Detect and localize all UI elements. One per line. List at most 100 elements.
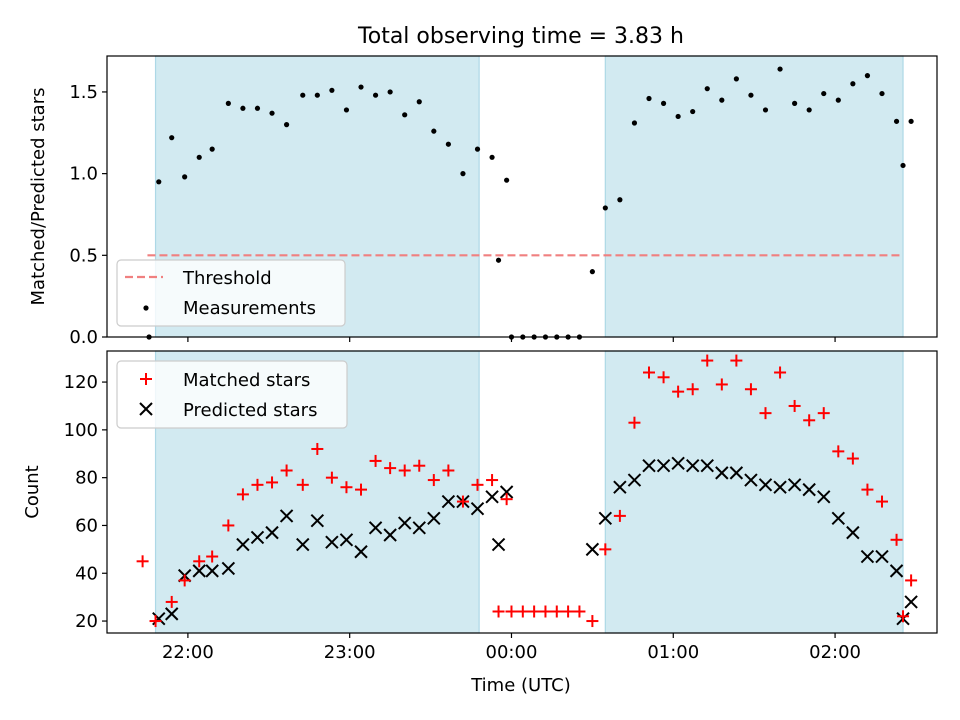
x-stroke [671, 456, 685, 471]
matched-stars-point [686, 383, 699, 396]
y-tick-label: 20 [75, 611, 98, 632]
x-stroke [491, 537, 506, 552]
matched-stars-point [672, 385, 685, 398]
measurement-point [900, 162, 906, 169]
x-stroke [656, 459, 671, 473]
measurement-point [372, 92, 379, 98]
measurement-point [182, 174, 188, 180]
measurement-point [675, 113, 681, 120]
matched-stars-point [562, 605, 575, 618]
x-stroke [325, 535, 339, 549]
predicted-stars-point [310, 513, 325, 528]
x-stroke [339, 533, 354, 547]
top-legend-box [116, 259, 346, 327]
y-tick-label: 1.0 [69, 164, 98, 185]
x-stroke [165, 607, 179, 621]
matched-stars-point [643, 366, 656, 379]
legend-measurements-swatch [143, 305, 149, 311]
bottom-x-ticks: 22:00 23:00 00:00 01:00 02:00 [162, 633, 861, 663]
predicted-stars-point [491, 537, 506, 552]
measurement-point [806, 107, 812, 113]
top-panel: 0.0 0.5 1.0 1.5 Matched/Predicted stars Thr… [28, 55, 938, 348]
shaded-interval [604, 350, 904, 634]
measurement-point [196, 154, 202, 160]
predicted-stars-point [205, 564, 219, 578]
x-stroke [368, 521, 383, 535]
y-tick-label: 0.0 [69, 327, 98, 348]
measurement-point [254, 105, 261, 111]
measurement-point [402, 112, 408, 118]
matched-stars-point [897, 610, 910, 623]
legend-x-marker [139, 402, 153, 416]
x-stroke [700, 459, 714, 473]
predicted-stars-point [758, 478, 773, 492]
measurement-point [209, 146, 215, 152]
predicted-stars-point [671, 456, 685, 471]
matched-stars-point [505, 605, 518, 618]
measurement-point [602, 205, 608, 211]
predicted-stars-point [236, 537, 250, 552]
matched-stars-point [875, 495, 888, 508]
matched-stars-point [149, 615, 162, 628]
predicted-stars-point [585, 542, 600, 557]
predicted-stars-point [627, 473, 642, 487]
predicted-stars-point [470, 502, 485, 516]
x-stroke [787, 478, 802, 492]
matched-stars-point [266, 476, 279, 489]
predicted-stars-point [427, 511, 441, 525]
predicted-stars-point [441, 494, 456, 509]
x-stroke [773, 480, 787, 494]
matched-stars-point [442, 464, 455, 477]
x-stroke [889, 564, 904, 578]
predicted-stars-point [773, 480, 787, 494]
measurement-point [835, 97, 841, 103]
predicted-stars-point [279, 509, 294, 523]
measurement-point [431, 128, 437, 134]
measurement-point [908, 118, 914, 124]
predicted-stars-point [368, 521, 383, 535]
bottom-shaded-intervals [154, 350, 904, 634]
measurement-point [660, 100, 667, 106]
predicted-stars-point [656, 459, 671, 473]
predicted-stars-point [802, 482, 816, 497]
predicted-stars-point [817, 490, 831, 504]
measurement-point [893, 118, 900, 124]
matched-stars-point [492, 605, 505, 618]
y-tick-label: 1.5 [69, 82, 98, 103]
predicted-stars-point [499, 485, 514, 499]
matched-stars-point [500, 493, 513, 506]
measurement-point [460, 171, 466, 177]
x-stroke [715, 466, 729, 480]
x-stroke [860, 549, 875, 564]
predicted-stars-point [485, 490, 499, 504]
matched-stars-point [355, 483, 368, 496]
bottom-y-ticks: 20 40 60 80 100 120 [64, 372, 107, 632]
x-stroke [729, 466, 744, 480]
measurement-point [314, 92, 320, 98]
y-tick-label: 0.5 [69, 245, 98, 266]
predicted-stars-point [831, 511, 846, 525]
predicted-stars-point [296, 537, 310, 552]
y-tick-label: 60 [75, 515, 98, 536]
predicted-stars-point [642, 459, 656, 473]
x-stroke [139, 402, 153, 416]
x-tick-label: 23:00 [324, 642, 376, 663]
matched-stars-point [586, 615, 599, 628]
x-stroke [904, 595, 918, 609]
predicted-stars-point [889, 564, 904, 578]
x-stroke [685, 459, 700, 473]
measurement-point [269, 110, 275, 116]
matched-stars-point [325, 471, 338, 484]
x-tick-label: 00:00 [486, 642, 538, 663]
x-stroke [397, 516, 412, 530]
x-stroke [831, 511, 846, 525]
predicted-stars-point [221, 561, 236, 576]
matched-stars-point [222, 519, 235, 532]
matched-stars-point [613, 509, 626, 522]
matched-stars-point [456, 495, 469, 508]
top-y-axis-label: Matched/Predicted stars [28, 88, 49, 306]
matched-stars-point [715, 378, 728, 391]
x-stroke [802, 482, 816, 497]
measurement-point [495, 257, 502, 263]
matched-stars-point [516, 605, 529, 618]
